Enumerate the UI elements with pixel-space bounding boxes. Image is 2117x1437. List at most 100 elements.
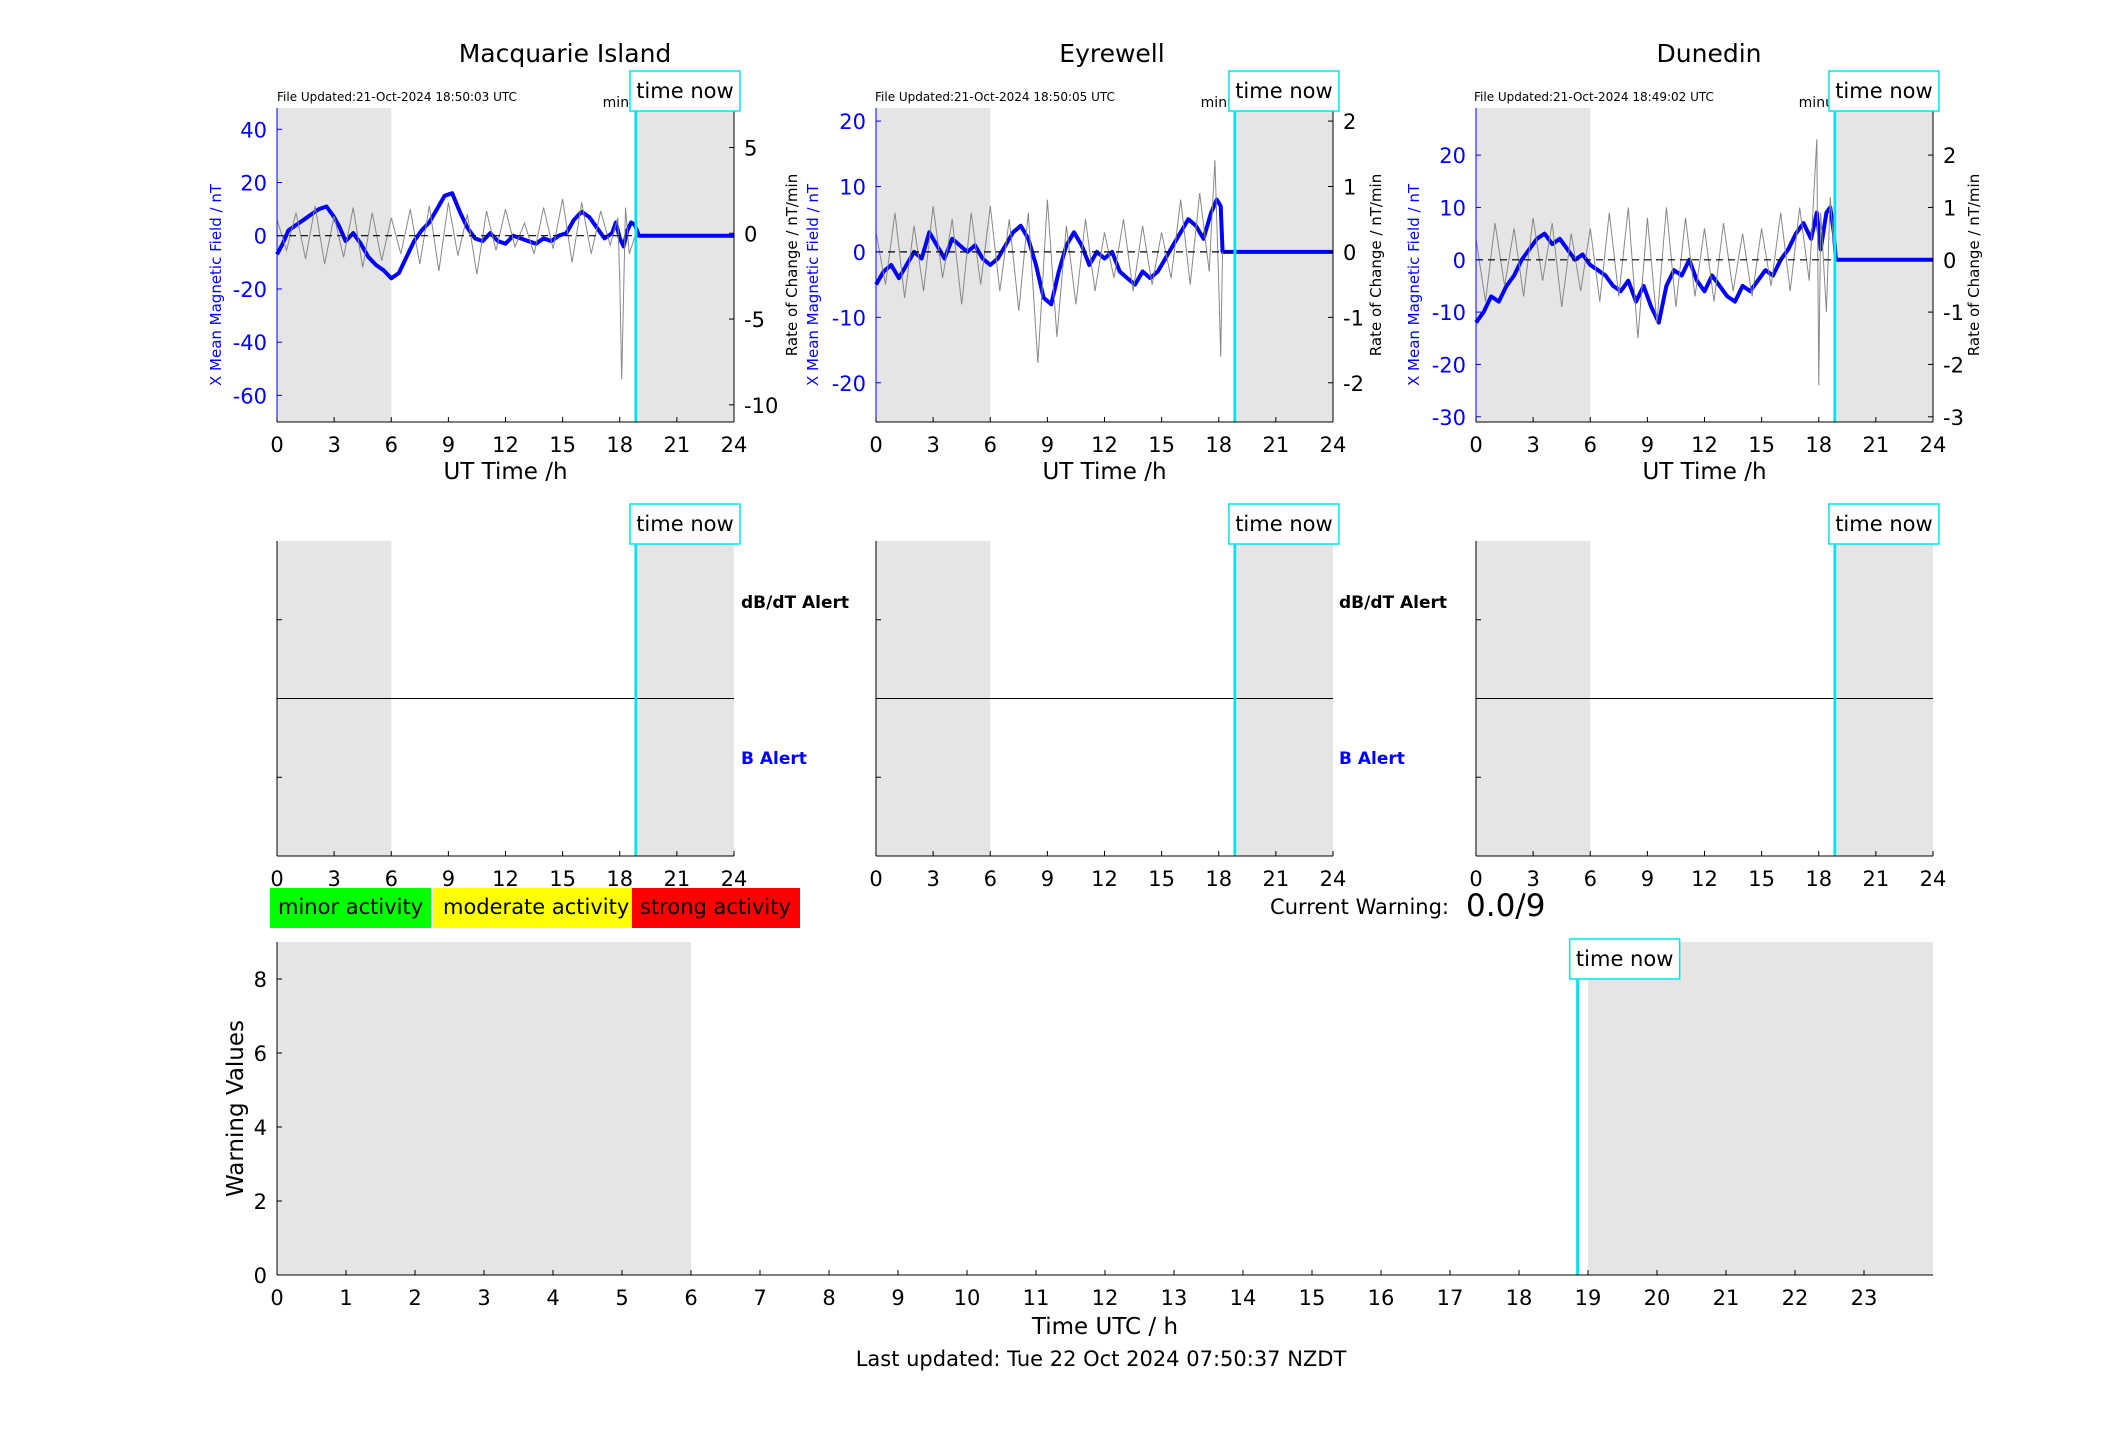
x-tick-label: 0 [270,1286,283,1310]
shaded-region [277,108,392,422]
time-now-box [1828,70,1940,112]
time-now-box [1828,503,1940,545]
shaded-region [1837,108,1933,422]
x-tick-label: 15 [1148,433,1175,457]
y2-tick-label: -2 [1343,372,1364,396]
series-line [874,197,1333,307]
x-tick-label: 0 [869,867,882,891]
x-axis-label: UT Time /h [443,459,567,485]
x-tick-label: 18 [1805,433,1832,457]
y-tick-label: 0 [1453,249,1466,273]
y-tick-label: -20 [233,278,267,302]
y-tick-label: 0 [853,241,866,265]
y2-tick-label: -10 [744,394,778,418]
x-tick-label: 21 [664,433,691,457]
x-tick-label: 6 [385,867,398,891]
ylabel-right-eyrewell-side: Rate of Change / nT/min [1367,174,1385,356]
x-tick-label: 18 [1805,867,1832,891]
x-tick-label: 12 [1691,433,1718,457]
time-now-label: time now [1235,79,1332,103]
shaded-region [638,108,734,422]
x-tick-label: 0 [270,433,283,457]
series-line [275,191,734,281]
ylabel-left-eyrewell: X Mean Magnetic Field / nT [804,183,822,386]
y2-tick-label: -3 [1943,406,1964,430]
x-tick-label: 24 [1920,433,1947,457]
x-tick-label: 21 [1263,867,1290,891]
chart-panel-0: 0 3 6 9 12 15 18 21 24 40 20 0 -20 -40 -60 5 0 -5 -10 UT Ti… [233,70,778,485]
chart-panel-2: 0 3 6 9 12 15 18 21 2420100-10-20-30210-1-2-3UT … [1432,70,1964,485]
x-tick-label: 9 [442,867,455,891]
time-now-label: time now [636,512,733,536]
series-line [875,160,1224,364]
x-tick-label: 15 [549,867,576,891]
x-tick-label: 24 [1920,867,1947,891]
x-tick-label: 18 [1506,1286,1533,1310]
x-tick-label: 9 [891,1286,904,1310]
b-alert-label-macquarie: B Alert [741,749,807,769]
x-tick-label: 3 [926,433,939,457]
x-tick-label: 3 [926,867,939,891]
x-tick-label: 14 [1230,1286,1257,1310]
x-tick-label: 11 [1023,1286,1050,1310]
x-tick-label: 3 [1526,433,1539,457]
x-tick-label: 20 [1644,1286,1671,1310]
x-axis-label: UT Time /h [1642,459,1766,485]
time-now-label: time now [636,79,733,103]
shaded-region [876,108,991,422]
chart-panel-3: 0 3 6 9 12 15 18 21 24 time now [270,503,747,891]
dbdt-alert-label-eyrewell: dB/dT Alert [1339,593,1447,613]
y2-tick-label: 2 [1343,110,1356,134]
x-tick-label: 12 [1091,867,1118,891]
y2-tick-label: 2 [1943,144,1956,168]
dbdt-alert-label-macquarie: dB/dT Alert [741,593,849,613]
y2-tick-label: 1 [1343,176,1356,200]
x-tick-label: 0 [869,433,882,457]
y2-tick-label: 0 [1943,249,1956,273]
time-now-box [1228,70,1340,112]
x-tick-label: 15 [549,433,576,457]
y-tick-label: 40 [240,118,267,142]
y-tick-label: -20 [832,372,866,396]
y2-tick-label: 0 [1343,241,1356,265]
legend-minor-label: minor activity [278,895,423,919]
time-now-box [629,503,741,545]
y-axis-label: Warning Values [223,1020,249,1197]
ylabel-right-eyrewell: Rate of Change / nT/min [783,174,801,356]
time-now-label: time now [1576,947,1673,971]
file-updated-dunedin: File Updated:21-Oct-2024 18:49:02 UTC [1474,90,1714,104]
y-tick-label: 2 [254,1190,267,1214]
chart-panel-4: 0 3 6 9 12 15 18 21 24 time now [869,503,1347,891]
b-alert-label-eyrewell: B Alert [1339,749,1405,769]
legend-moderate-swatch [433,888,632,928]
x-tick-label: 8 [822,1286,835,1310]
x-tick-label: 15 [1299,1286,1326,1310]
last-updated-footer: Last updated: Tue 22 Oct 2024 07:50:37 N… [856,1347,1347,1371]
time-now-label: time now [1835,512,1932,536]
x-tick-label: 6 [1584,867,1597,891]
x-tick-label: 9 [1641,867,1654,891]
x-tick-label: 3 [327,433,340,457]
x-tick-label: 12 [1091,433,1118,457]
x-tick-label: 15 [1748,433,1775,457]
x-tick-label: 21 [1713,1286,1740,1310]
y2-tick-label: -5 [744,308,765,332]
y2-tick-label: -1 [1943,301,1964,325]
legend-moderate-label: moderate activity [443,895,629,919]
x-tick-label: 4 [546,1286,559,1310]
x-tick-label: 1 [339,1286,352,1310]
x-tick-label: 24 [1320,867,1347,891]
ylabel-right-dunedin: Rate of Change / nT/min [1965,174,1983,356]
x-tick-label: 12 [492,433,519,457]
x-tick-label: 12 [492,867,519,891]
x-tick-label: 16 [1368,1286,1395,1310]
ylabel-left-macquarie: X Mean Magnetic Field / nT [207,183,225,386]
shaded-region [1237,108,1333,422]
x-tick-label: 3 [1526,867,1539,891]
x-tick-label: 12 [1092,1286,1119,1310]
time-now-label: time now [1835,79,1932,103]
shaded-region [1588,942,1933,1275]
file-updated-macquarie: File Updated:21-Oct-2024 18:50:03 UTC [277,90,517,104]
